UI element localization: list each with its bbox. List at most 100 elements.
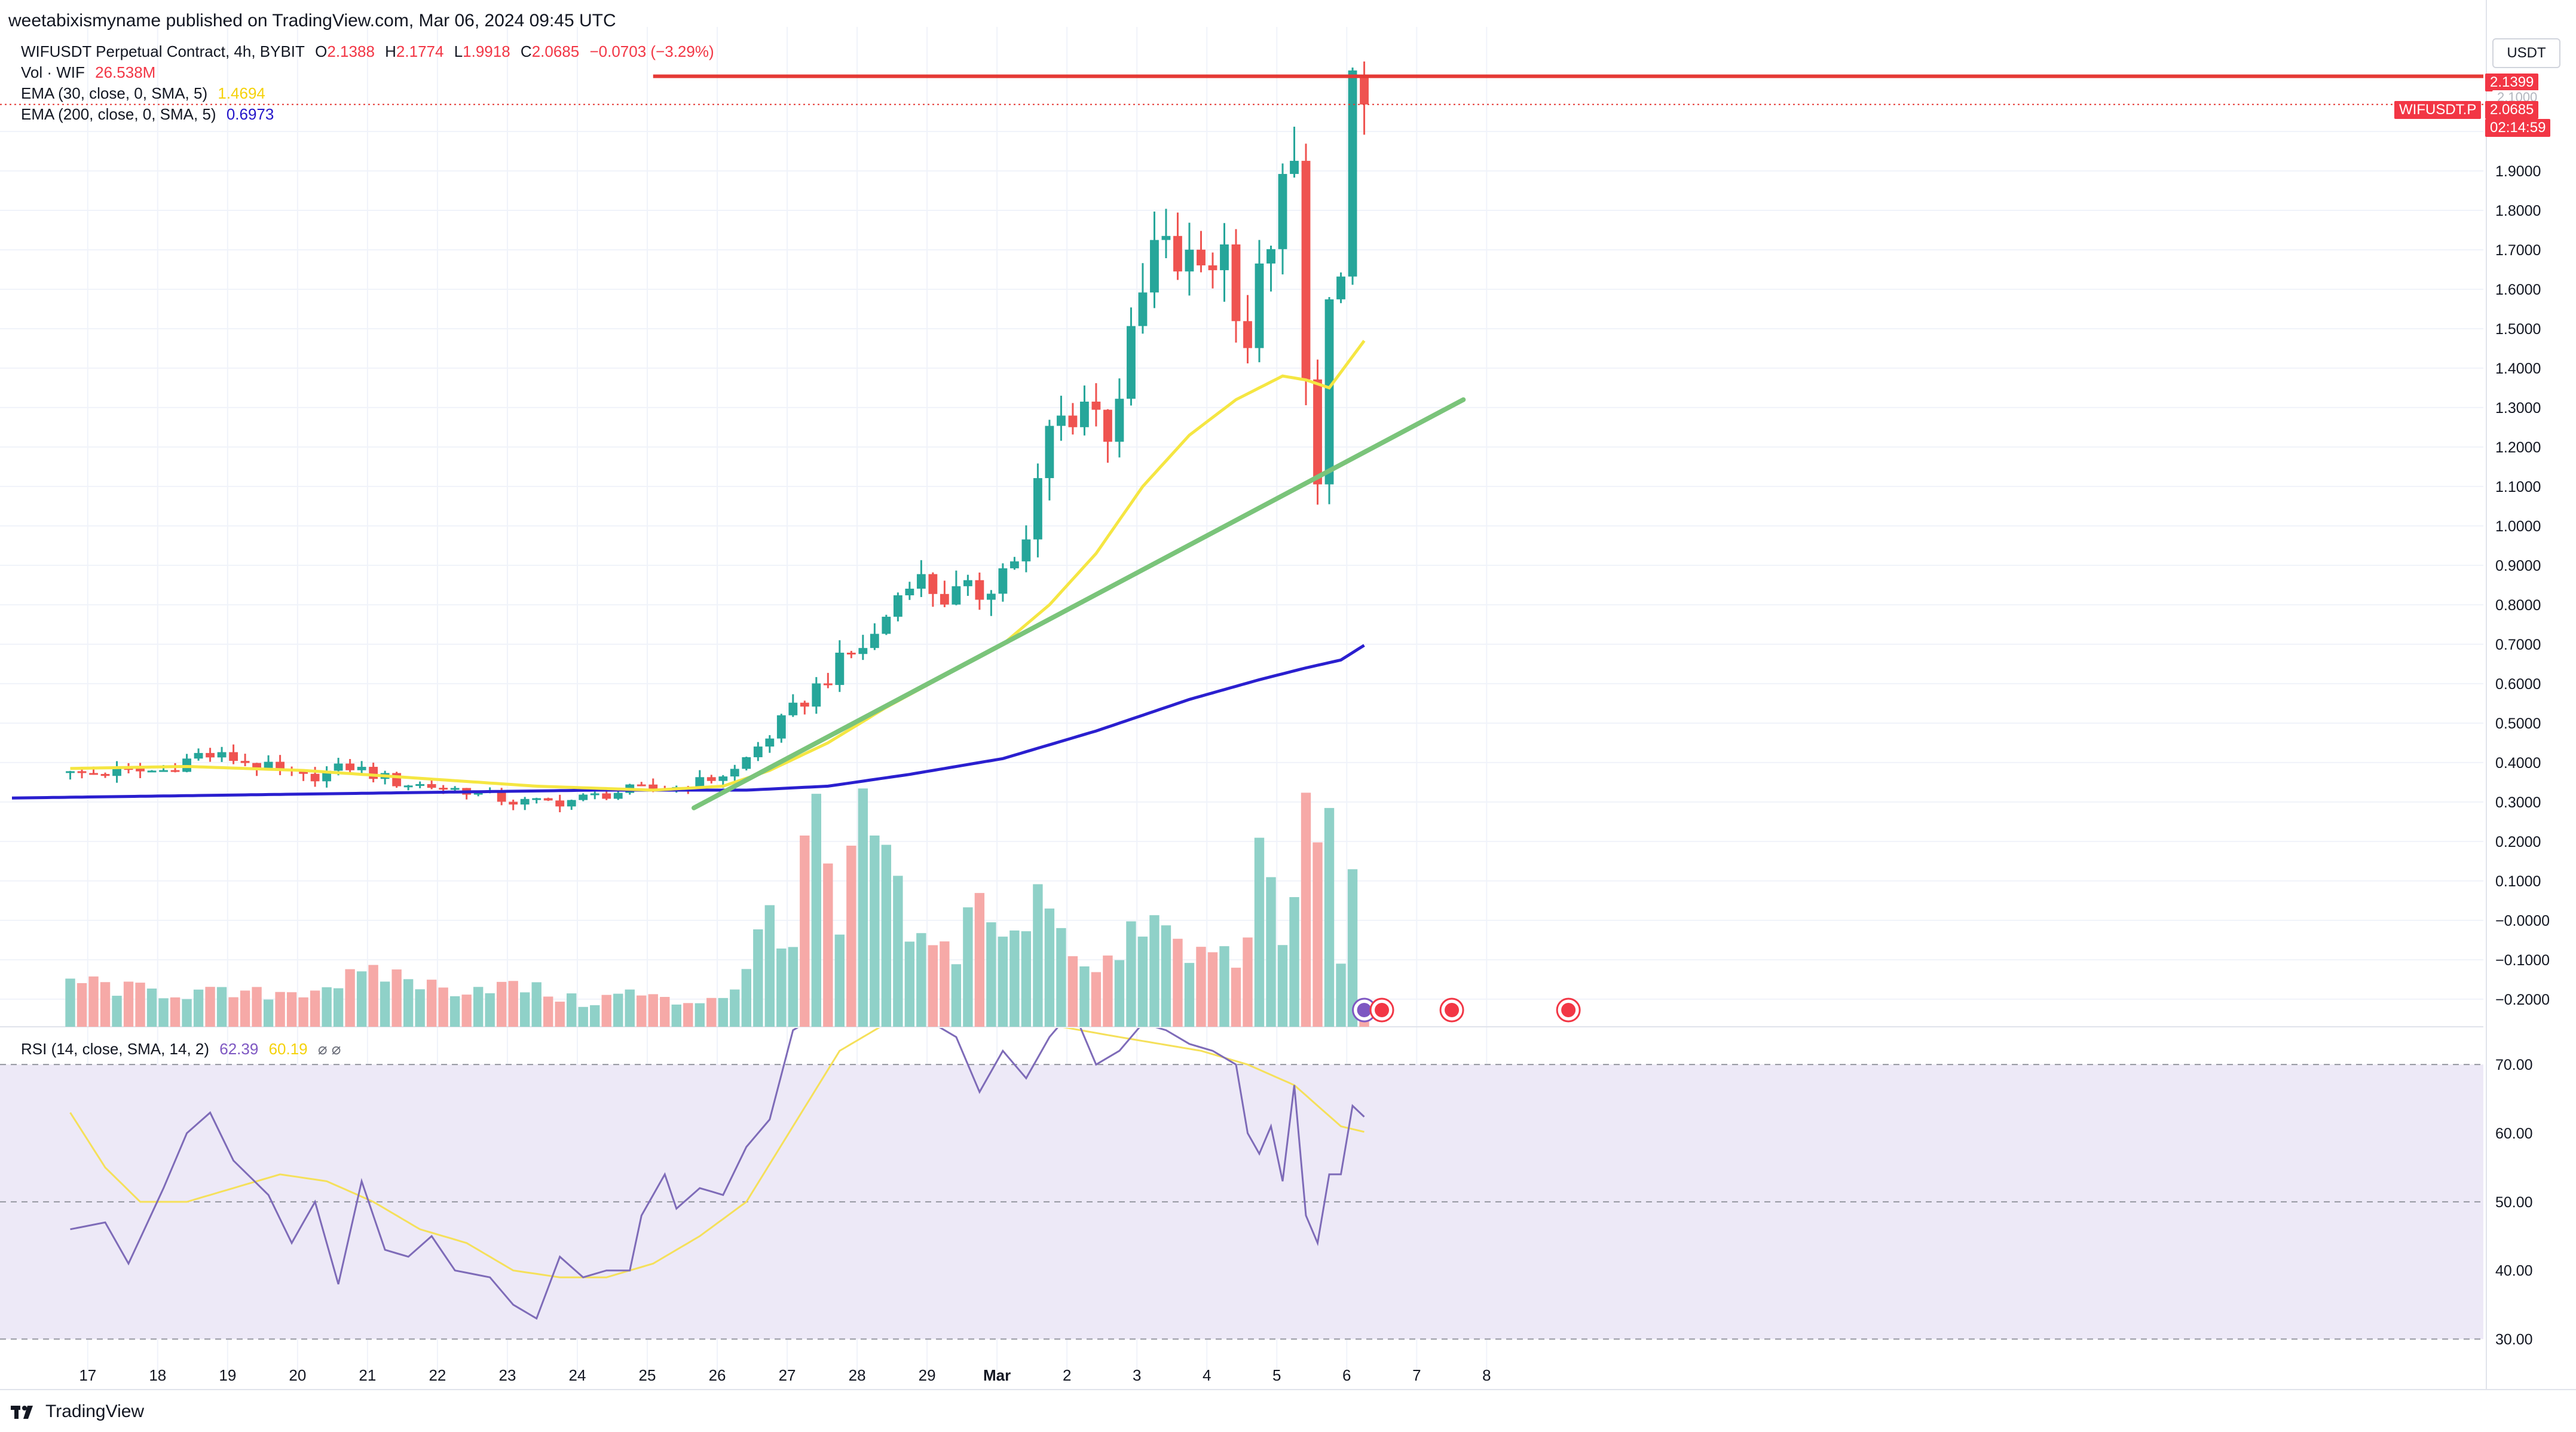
volume-bar[interactable] <box>403 979 414 1027</box>
tradingview-watermark[interactable]: TradingView <box>11 1402 144 1422</box>
volume-bar[interactable] <box>963 907 973 1027</box>
candle-body[interactable] <box>1057 415 1066 426</box>
volume-bar[interactable] <box>1336 963 1346 1027</box>
candle-body[interactable] <box>415 784 425 786</box>
volume-bar[interactable] <box>100 982 111 1027</box>
candle-body[interactable] <box>823 683 833 686</box>
candle-body[interactable] <box>89 773 98 775</box>
candle-body[interactable] <box>1009 561 1019 568</box>
volume-bar[interactable] <box>1161 925 1171 1027</box>
volume-bar[interactable] <box>508 981 518 1027</box>
candle-body[interactable] <box>579 794 588 800</box>
candle-body[interactable] <box>124 768 133 770</box>
candle-body[interactable] <box>893 595 902 617</box>
volume-bar[interactable] <box>625 989 635 1027</box>
volume-bar[interactable] <box>660 997 670 1027</box>
candle-body[interactable] <box>1313 379 1322 485</box>
candle-body[interactable] <box>975 580 984 600</box>
rsi-line[interactable] <box>70 996 1365 1320</box>
volume-bar[interactable] <box>543 996 553 1027</box>
candle-body[interactable] <box>217 752 227 758</box>
volume-bar[interactable] <box>1044 908 1055 1027</box>
candle-body[interactable] <box>1255 263 1264 348</box>
volume-bar[interactable] <box>415 989 425 1027</box>
candle-body[interactable] <box>1185 249 1194 272</box>
candle-body[interactable] <box>870 634 879 648</box>
candle-body[interactable] <box>77 771 87 773</box>
candle-body[interactable] <box>1045 426 1054 478</box>
candle-body[interactable] <box>788 702 798 715</box>
volume-bar[interactable] <box>263 999 274 1027</box>
candle-body[interactable] <box>427 784 436 788</box>
support-trend-line[interactable] <box>692 397 1466 810</box>
volume-bar[interactable] <box>286 992 297 1027</box>
candle-body[interactable] <box>963 580 972 586</box>
volume-bar[interactable] <box>718 997 728 1027</box>
candle-body[interactable] <box>1301 161 1311 380</box>
volume-bar[interactable] <box>88 976 99 1027</box>
candle-body[interactable] <box>543 798 553 801</box>
candle-body[interactable] <box>555 800 565 807</box>
candle-body[interactable] <box>812 683 821 707</box>
candle-body[interactable] <box>1278 174 1287 249</box>
volume-bar[interactable] <box>940 941 950 1027</box>
volume-bar[interactable] <box>449 996 460 1027</box>
volume-bar[interactable] <box>1219 946 1229 1027</box>
volume-bar[interactable] <box>158 998 169 1027</box>
candle-body[interactable] <box>567 800 576 807</box>
volume-bar[interactable] <box>776 948 787 1027</box>
volume-bar[interactable] <box>380 981 390 1027</box>
volume-bar[interactable] <box>368 965 378 1027</box>
volume-bar[interactable] <box>1254 837 1265 1027</box>
candle-body[interactable] <box>276 761 285 769</box>
ema30-label[interactable]: EMA (30, close, 0, SMA, 5) <box>21 84 208 102</box>
volume-bar[interactable] <box>1231 968 1241 1027</box>
volume-bar[interactable] <box>590 1005 600 1027</box>
volume-bar[interactable] <box>1033 884 1043 1027</box>
candle-body[interactable] <box>1336 276 1345 299</box>
candle-body[interactable] <box>602 793 611 799</box>
volume-bar[interactable] <box>310 990 320 1027</box>
volume-bar[interactable] <box>1126 921 1136 1027</box>
volume-bar[interactable] <box>1137 937 1148 1027</box>
candle-body[interactable] <box>1324 299 1334 485</box>
ema200-line[interactable] <box>11 644 1365 800</box>
volume-bar[interactable] <box>170 997 180 1027</box>
candle-body[interactable] <box>1197 249 1206 266</box>
candle-body[interactable] <box>170 770 180 772</box>
volume-bar[interactable] <box>764 905 775 1027</box>
candle-body[interactable] <box>928 574 938 594</box>
candle-body[interactable] <box>299 770 308 774</box>
candle-body[interactable] <box>1220 244 1229 271</box>
candle-body[interactable] <box>497 791 506 802</box>
candle-body[interactable] <box>765 738 775 747</box>
ema30-line[interactable] <box>70 339 1366 792</box>
ema200-label[interactable]: EMA (200, close, 0, SMA, 5) <box>21 105 216 123</box>
candle-body[interactable] <box>613 793 623 799</box>
volume-bar[interactable] <box>637 995 647 1027</box>
volume-bar[interactable] <box>65 978 75 1027</box>
candle-body[interactable] <box>858 648 868 654</box>
volume-bar[interactable] <box>858 788 868 1027</box>
candle-body[interactable] <box>998 568 1008 594</box>
volume-bar[interactable] <box>788 947 799 1027</box>
candle-body[interactable] <box>776 715 786 739</box>
volume-bar[interactable] <box>601 995 611 1027</box>
volume-bar[interactable] <box>1114 960 1125 1027</box>
volume-bar[interactable] <box>741 969 751 1027</box>
volume-bar[interactable] <box>800 836 810 1027</box>
volume-bar[interactable] <box>834 934 845 1027</box>
rsi-hidden-icons[interactable]: ⌀ ⌀ <box>317 1040 341 1058</box>
volume-bar[interactable] <box>986 922 996 1027</box>
volume-bar[interactable] <box>1277 945 1288 1027</box>
candle-body[interactable] <box>846 653 856 655</box>
candle-body[interactable] <box>916 574 926 589</box>
candle-body[interactable] <box>194 752 203 759</box>
candle-body[interactable] <box>147 770 157 773</box>
volume-bar[interactable] <box>356 971 367 1027</box>
volume-bar[interactable] <box>123 981 134 1027</box>
candle-body[interactable] <box>1091 401 1101 410</box>
candle-body[interactable] <box>1266 249 1275 264</box>
candle-body[interactable] <box>1360 77 1369 105</box>
volume-bar[interactable] <box>1266 877 1276 1027</box>
